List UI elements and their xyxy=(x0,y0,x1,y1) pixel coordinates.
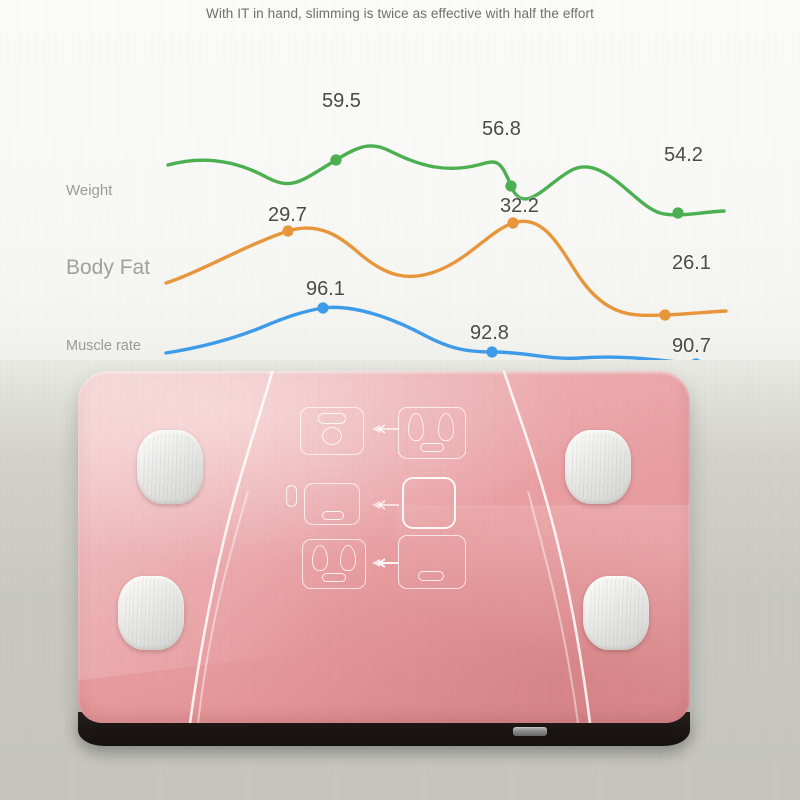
series-label-weight: Weight xyxy=(66,182,113,199)
instruction-caption-3: ··············· ············ xyxy=(316,463,344,475)
instruction-tile-feet-2 xyxy=(302,539,366,589)
instruction-feet-bar-2-icon xyxy=(322,573,346,582)
instruction-tile-feet xyxy=(398,407,466,459)
series-line-body-fat xyxy=(164,219,728,318)
instruction-caption-2: ·············· ············ xyxy=(419,389,445,401)
usb-port-icon xyxy=(513,727,547,736)
instruction-tile-phone xyxy=(304,483,360,525)
instruction-phone-bar-icon xyxy=(322,511,344,520)
instruction-circle-icon xyxy=(322,427,342,445)
data-point-weight-3 xyxy=(672,207,684,219)
instruction-foot-left-icon xyxy=(408,413,424,441)
instruction-tile-display xyxy=(300,407,364,455)
instruction-caption-1: ············· xyxy=(322,391,346,396)
chart-panel: With IT in hand, slimming is twice as ef… xyxy=(0,0,800,372)
instruction-foot-left-2-icon xyxy=(312,545,328,571)
value-label-muscle-3: 90.7 xyxy=(672,335,711,357)
value-label-muscle-2: 92.8 xyxy=(470,322,509,344)
data-point-weight-1 xyxy=(330,154,342,166)
product-photo-panel: ············· ·············· ············… xyxy=(0,360,800,800)
value-label-fat-3: 26.1 xyxy=(672,252,711,274)
instruction-arrow-1-icon xyxy=(372,424,399,434)
series-label-body-fat: Body Fat xyxy=(66,256,151,279)
instruction-arrow-3-icon xyxy=(372,558,399,568)
smart-scale-body: ············· ·············· ············… xyxy=(78,371,690,723)
series-line-weight xyxy=(166,144,726,217)
data-point-muscle-1 xyxy=(317,302,329,314)
instruction-feet-bar-icon xyxy=(420,443,444,452)
instruction-mode-bar-icon xyxy=(418,571,444,581)
instruction-side-icon xyxy=(286,485,297,507)
page-title: With IT in hand, slimming is twice as ef… xyxy=(206,6,594,21)
value-label-fat-1: 29.7 xyxy=(268,204,307,226)
instruction-tile-highlight xyxy=(402,477,456,529)
instruction-foot-right-2-icon xyxy=(340,545,356,571)
instruction-tile-mode xyxy=(398,535,466,589)
printed-instruction-diagram: ············· ·············· ············… xyxy=(286,389,482,621)
instruction-display-bar-icon xyxy=(318,413,346,424)
data-point-weight-2 xyxy=(505,180,517,192)
value-label-muscle-1: 96.1 xyxy=(306,278,345,300)
value-label-weight-2: 56.8 xyxy=(482,118,521,140)
data-point-muscle-2 xyxy=(486,346,498,358)
electrode-pad-bottom-right xyxy=(583,576,649,650)
electrode-pad-top-left xyxy=(137,430,203,504)
value-label-fat-2: 32.2 xyxy=(500,195,539,217)
instruction-foot-right-icon xyxy=(438,413,454,441)
series-label-muscle-rate: Muscle rate xyxy=(66,338,141,354)
data-point-fat-3 xyxy=(659,309,671,321)
value-label-weight-1: 59.5 xyxy=(322,90,361,112)
trend-chart: Weight Body Fat Muscle rate 59.5 56.8 54… xyxy=(0,40,800,370)
electrode-pad-top-right xyxy=(565,430,631,504)
chart-canvas xyxy=(164,144,730,370)
electrode-pad-bottom-left xyxy=(118,576,184,650)
instruction-arrow-2-icon xyxy=(372,500,399,510)
data-point-fat-1 xyxy=(282,225,294,237)
data-point-fat-2 xyxy=(507,217,519,229)
value-label-weight-3: 54.2 xyxy=(664,144,703,166)
instruction-caption-4: ··············· ··············· xyxy=(418,463,446,475)
